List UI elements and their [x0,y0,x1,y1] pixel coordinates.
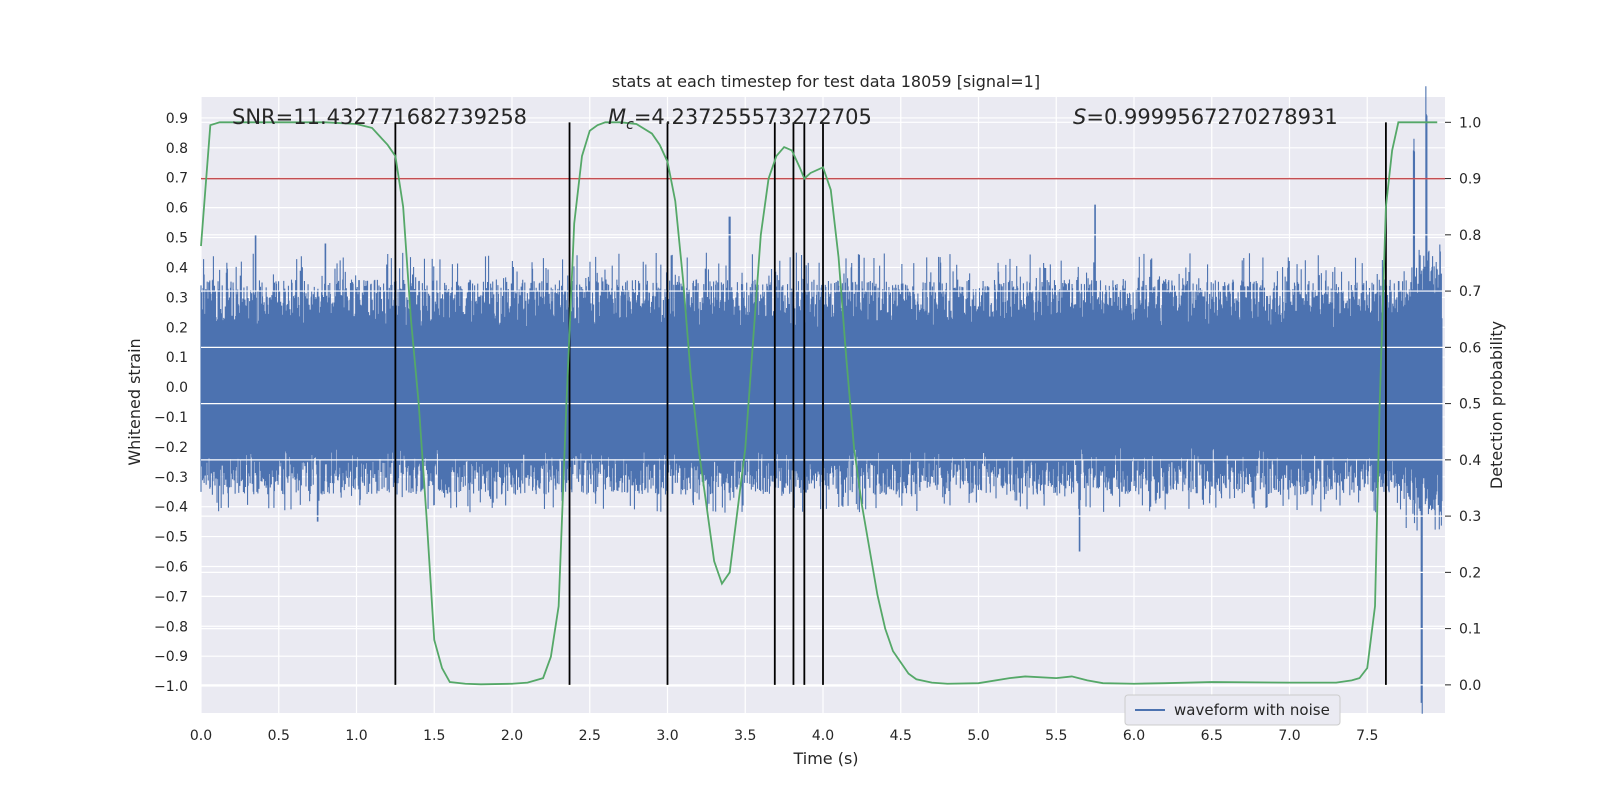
y-tick-label: 0.7 [166,171,188,187]
y-ticks: 0.9 0.8 0.7 0.6 0.5 0.4 0.3 0.2 0.1 0.0 −0.1 −0.2 −0… [154,111,188,695]
y2-tick-label: 0.8 [1459,228,1481,244]
legend-box [1124,694,1341,726]
legend-label: waveform with noise [1174,701,1330,719]
y-tick-label: −0.3 [154,470,188,486]
y-tick-label: −0.6 [154,559,188,575]
y2-tick-label: 0.3 [1459,509,1481,525]
x-tick-label: 3.0 [656,728,678,744]
x-tick-label: 2.5 [579,728,601,744]
x-tick-label: 5.0 [967,728,989,744]
x-ticks: 0.0 0.5 1.0 1.5 2.0 2.5 3.0 3.5 4.0 4.5 5.0 5.5 6.0 6… [190,728,1379,744]
y-tick-label: −1.0 [154,679,188,695]
x-tick-label: 5.5 [1045,728,1067,744]
y2-tick-label: 0.5 [1459,397,1481,413]
x-tick-label: 6.5 [1201,728,1223,744]
y-tick-label: 0.9 [166,111,188,127]
score-value: =0.9999567270278931 [1086,105,1337,129]
chirp-mass-value: =4.237255573272705 [634,105,872,129]
y2-tick-label: 1.0 [1459,115,1481,131]
y2-tick-label: 0.7 [1459,284,1481,300]
y2-tick-label: 0.2 [1459,565,1481,581]
y2-tick-label: 0.0 [1459,678,1481,694]
score-annotation: S=0.9999567270278931 [1073,105,1338,129]
x-tick-label: 2.0 [501,728,523,744]
snr-annotation: SNR=11.432771682739258 [232,105,527,129]
y-tick-label: 0.6 [166,201,188,217]
x-axis-label: Time (s) [792,749,858,768]
y2-ticks: 1.0 0.9 0.8 0.7 0.6 0.5 0.4 0.3 0.2 0.1 0.0 [1445,115,1481,694]
y-tick-label: 0.5 [166,231,188,247]
x-tick-label: 0.0 [190,728,212,744]
y2-axis-label: Detection probability [1487,321,1506,489]
x-tick-label: 1.0 [345,728,367,744]
y-tick-label: 0.0 [166,380,188,396]
x-tick-label: 4.0 [812,728,834,744]
y-tick-label: −0.2 [154,440,188,456]
x-tick-label: 3.5 [734,728,756,744]
y-tick-label: −0.1 [154,410,188,426]
x-tick-label: 7.5 [1356,728,1378,744]
x-tick-label: 4.5 [890,728,912,744]
y2-tick-label: 0.6 [1459,340,1481,356]
y-tick-label: −0.5 [154,530,188,546]
y-tick-label: −0.9 [154,649,188,665]
legend: waveform with noise [1124,694,1341,726]
y-axis-label: Whitened strain [125,338,144,465]
x-tick-label: 6.0 [1123,728,1145,744]
waveform-core [201,345,1442,429]
y-tick-label: 0.2 [166,320,188,336]
y-tick-label: 0.1 [166,350,188,366]
chirp-mass-annotation: Mc=4.237255573272705 [608,105,872,133]
y2-tick-label: 0.4 [1459,453,1481,469]
probability-line [200,121,1438,686]
y-tick-label: −0.8 [154,619,188,635]
y-tick-label: −0.7 [154,589,188,605]
chirp-mass-symbol: M [608,105,626,129]
x-tick-label: 7.0 [1278,728,1300,744]
y-tick-label: 0.3 [166,290,188,306]
chirp-mass-subscript: c [626,117,634,133]
y-tick-label: −0.4 [154,500,188,516]
y-tick-label: 0.4 [166,260,188,276]
y2-tick-label: 0.1 [1459,622,1481,638]
chart-title: stats at each timestep for test data 180… [612,72,1040,91]
waveform-series [200,86,1443,714]
y2-tick-label: 0.9 [1459,172,1481,188]
y-tick-label: 0.8 [166,141,188,157]
score-symbol: S [1073,105,1086,129]
x-tick-label: 0.5 [268,728,290,744]
x-tick-label: 1.5 [423,728,445,744]
